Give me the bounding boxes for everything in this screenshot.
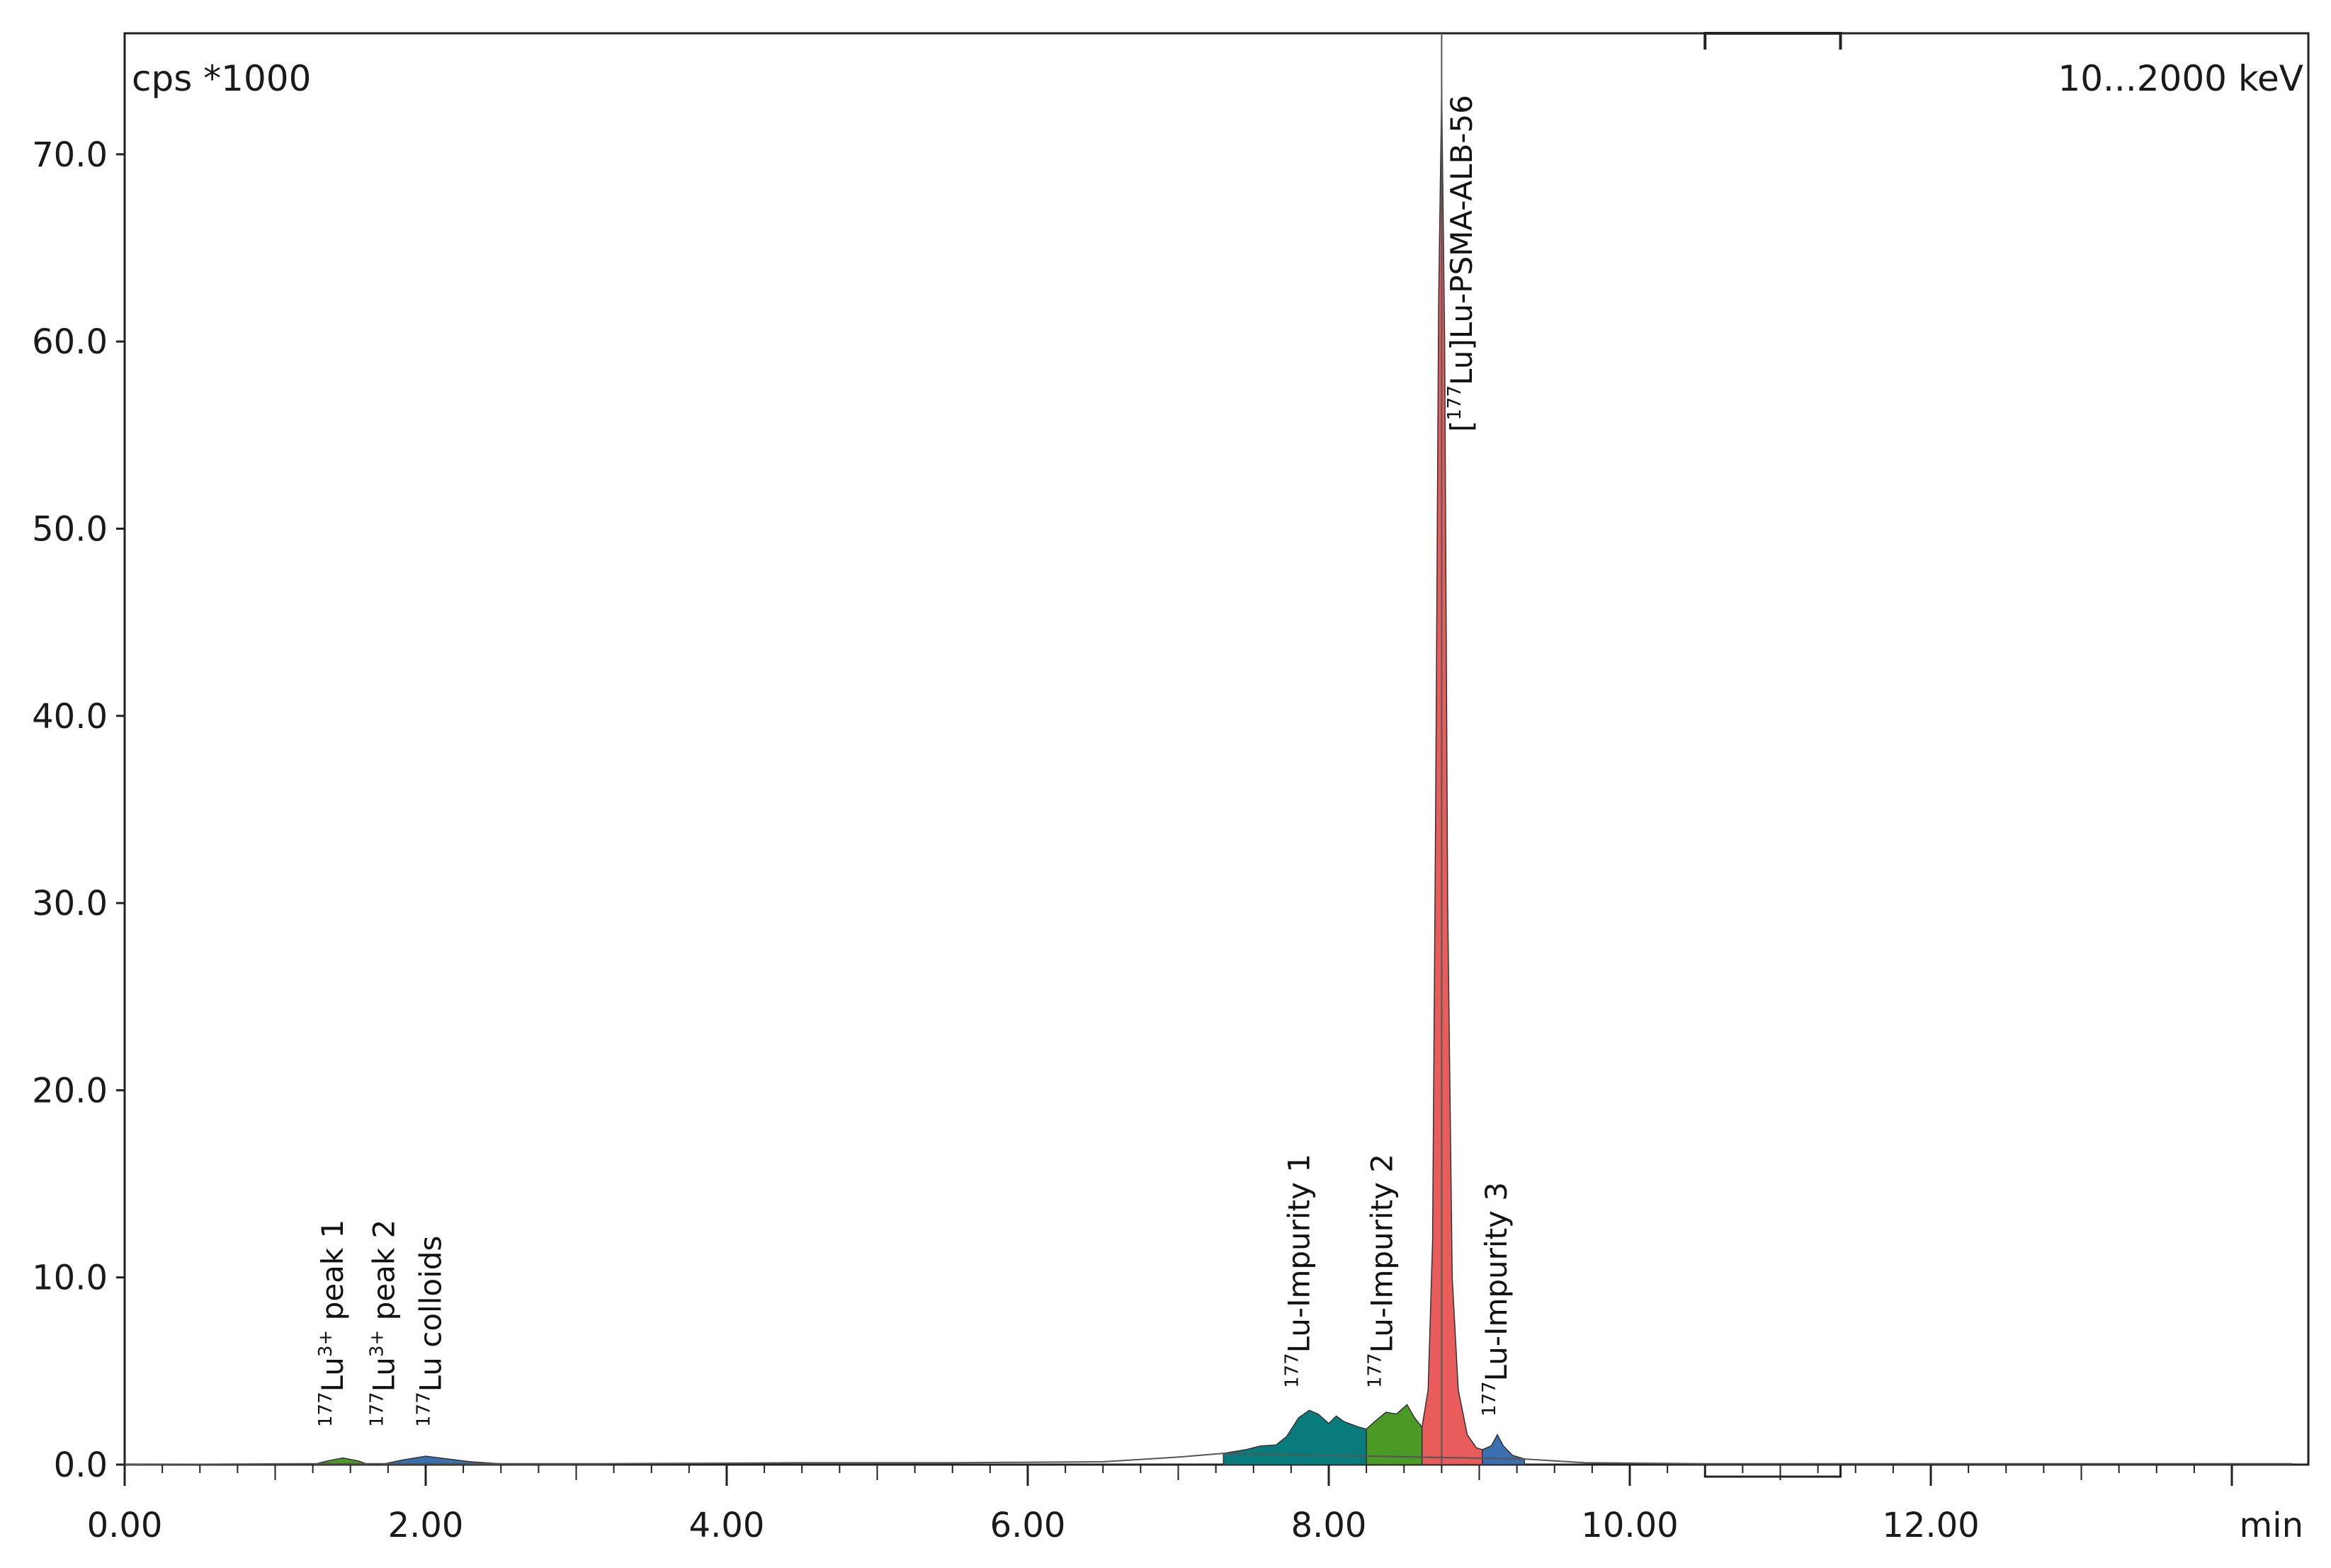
baseline-trace — [124, 1453, 2292, 1465]
y-tick-label: 40.0 — [32, 697, 108, 737]
baseline-line — [124, 1453, 2292, 1465]
x-tick-label: 6.00 — [990, 1506, 1066, 1545]
y-tick-label: 30.0 — [32, 884, 108, 924]
peak-label-7: 177Lu-Impurity 3 — [1479, 1182, 1514, 1416]
x-tick-label: 4.00 — [689, 1506, 765, 1545]
y-tick-label: 20.0 — [32, 1071, 108, 1110]
peak-area-7 — [1482, 1433, 1526, 1465]
top-bracket — [1703, 32, 1842, 50]
y-tick-label: 70.0 — [32, 135, 108, 175]
x-axis: 0.00 2.00 4.00 6.00 8.00 10.00 12.00 — [87, 1465, 2233, 1545]
bottom-bracket — [1703, 1465, 1842, 1478]
peak-area-4 — [1223, 1409, 1367, 1465]
peak-area-6 — [1421, 89, 1483, 1465]
window-brackets — [1703, 32, 1842, 1478]
y-axis-label: cps *1000 — [132, 58, 311, 99]
x-axis-label: min — [2239, 1506, 2303, 1545]
peak-area-1 — [312, 1457, 369, 1465]
x-tick-label: 8.00 — [1291, 1506, 1367, 1545]
peak-label-6: [177Lu]Lu-PSMA-ALB-56 — [1444, 95, 1479, 432]
peak-label-4: 177Lu-Impurity 1 — [1281, 1154, 1316, 1388]
peak-label-1: 177Lu3+ peak 1 — [315, 1220, 350, 1427]
peak-labels: 177Lu3+ peak 1 177Lu3+ peak 2 177Lu colloi… — [315, 95, 1514, 1427]
y-axis: 0.0 10.0 20.0 30.0 40.0 50.0 60.0 70.0 — [32, 135, 125, 1485]
peak-fills — [312, 89, 1526, 1465]
x-tick-label: 12.00 — [1882, 1506, 1979, 1545]
peak-label-2: 177Lu3+ peak 2 — [366, 1220, 401, 1427]
peak-label-5: 177Lu-Impurity 2 — [1364, 1154, 1399, 1388]
y-tick-label: 60.0 — [32, 322, 108, 362]
y-tick-label: 50.0 — [32, 510, 108, 550]
x-tick-label: 10.00 — [1581, 1506, 1678, 1545]
x-tick-label: 0.00 — [87, 1506, 163, 1545]
peak-area-2 — [380, 1455, 516, 1465]
y-tick-label: 0.0 — [54, 1445, 108, 1485]
y-tick-label: 10.0 — [32, 1259, 108, 1298]
energy-window-label: 10...2000 keV — [2058, 58, 2303, 99]
x-tick-label: 2.00 — [388, 1506, 464, 1545]
peak-label-3: 177Lu colloids — [413, 1236, 448, 1427]
plot-frame — [123, 32, 2310, 1466]
